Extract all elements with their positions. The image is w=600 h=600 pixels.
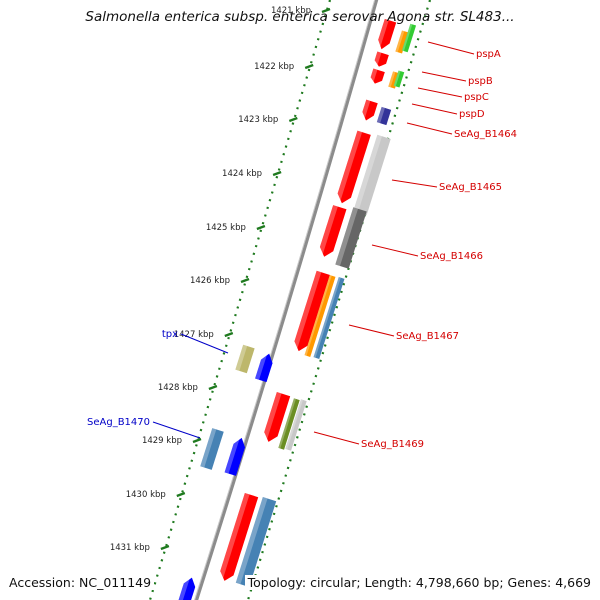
cds-forward-SeAg_B1469 [261, 392, 291, 442]
kbp-tick-label: 1428 kbp [158, 383, 198, 393]
ruler-dotted-line-left [148, 0, 332, 600]
cds-forward-SeAg_B1465 [335, 130, 371, 204]
cds-forward-SeAg_B1467 [291, 270, 331, 352]
gene-label-leader [417, 87, 463, 98]
gene-label-leader [406, 122, 453, 135]
kbp-tick-label: 1421 kbp [271, 6, 311, 16]
gene-label-leader [348, 324, 395, 337]
cds-forward-pspB [373, 51, 389, 67]
gene-label-tpx: tpx [162, 329, 178, 340]
gene-label-SeAg_B1467: SeAg_B1467 [396, 331, 459, 342]
kbp-tick-mark [208, 384, 218, 391]
backbone-line [194, 0, 379, 600]
genome-title: Salmonella enterica subsp. enterica sero… [85, 9, 515, 25]
gene-label-SeAg_B1465: SeAg_B1465 [439, 182, 502, 193]
kbp-tick-label: 1424 kbp [222, 169, 262, 179]
gene-label-leader [180, 333, 229, 354]
gene-label-pspA: pspA [476, 49, 501, 60]
cds-forward-SeAg_B1466 [317, 205, 347, 257]
kbp-tick-label: 1429 kbp [142, 436, 182, 446]
gene-track-pspA [395, 30, 409, 54]
genome-backbone [194, 0, 379, 600]
kbp-tick-label: 1426 kbp [190, 276, 230, 286]
gene-label-pspB: pspB [468, 76, 493, 87]
gene-track-SeAg_B1465 [353, 134, 391, 216]
kbp-tick-label: 1422 kbp [254, 62, 294, 72]
cds-forward-lower [217, 492, 259, 581]
gene-track-SeAg_B1466 [335, 207, 367, 269]
gene-label-pspD: pspD [459, 109, 485, 120]
gene-track-SeAg_B1467-blue [313, 277, 345, 359]
gene-label-leader [313, 431, 360, 445]
gene-label-pspC: pspC [464, 92, 489, 103]
kbp-tick-mark [160, 544, 170, 551]
gene-label-SeAg_B1464: SeAg_B1464 [454, 129, 517, 140]
kbp-tick-label: 1431 kbp [110, 543, 150, 553]
kbp-tick-mark [224, 331, 234, 338]
gene-track-lower [235, 496, 277, 588]
gene-label-leader [421, 71, 467, 82]
kbp-tick-label: 1427 kbp [174, 330, 214, 340]
kbp-tick-mark [288, 116, 298, 123]
kbp-tick-label: 1425 kbp [206, 223, 246, 233]
gene-label-SeAg_B1470: SeAg_B1470 [87, 417, 150, 428]
gene-track-pspC [393, 70, 405, 88]
accession-text: Accession: NC_011149 [9, 575, 155, 590]
gene-label-SeAg_B1466: SeAg_B1466 [420, 251, 483, 262]
kbp-tick-label: 1430 kbp [126, 490, 166, 500]
cds-reverse-tpx [255, 351, 273, 383]
genome-summary-text: Topology: circular; Length: 4,798,660 bp… [244, 575, 591, 590]
kbp-tick-label: 1423 kbp [238, 115, 278, 125]
gene-label-leader [411, 103, 458, 115]
kbp-tick-mark [256, 224, 266, 231]
gene-track-SeAg_B1469-grey [285, 399, 307, 451]
gene-track-SeAg_B1469-olive [278, 398, 300, 450]
gene-labels: pspA pspB pspC pspD SeAg_B1464 SeAg_B1465 SeAg… [87, 41, 517, 450]
cds-forward-pspD [360, 99, 378, 121]
gene-track-tpx [235, 344, 255, 374]
kbp-tick-mark [176, 491, 186, 498]
kbp-tick-mark [240, 277, 250, 284]
backbone-shadow [194, 0, 376, 600]
gene-label-leader [371, 244, 419, 257]
cds-forward-pspC [369, 68, 385, 84]
gene-track-pspA-green [401, 23, 417, 53]
gene-label-leader [427, 41, 475, 55]
kbp-tick-mark [192, 437, 202, 444]
gene-label-SeAg_B1469: SeAg_B1469 [361, 439, 424, 450]
gene-track-pspD [376, 106, 392, 126]
gene-track-pspB [388, 71, 400, 89]
kbp-tick-mark [304, 63, 314, 70]
ruler-dotted-line-right [246, 0, 432, 600]
kbp-tick-mark [321, 7, 331, 14]
cds-reverse-SeAg_B1470 [224, 436, 246, 476]
gene-label-leader [152, 421, 201, 439]
gene-label-leader [391, 179, 438, 188]
cds-forward-pspA [375, 18, 397, 50]
cds-reverse-bottom [178, 575, 196, 600]
gene-track-SeAg_B1467-orange [304, 275, 336, 357]
kbp-tick-mark [272, 170, 282, 177]
gene-track-SeAg_B1470 [200, 428, 224, 470]
kbp-ruler: 1421 kbp 1422 kbp 1423 kbp 1424 kbp 1425 kbp… [110, 0, 432, 600]
feature-tracks [178, 18, 417, 600]
